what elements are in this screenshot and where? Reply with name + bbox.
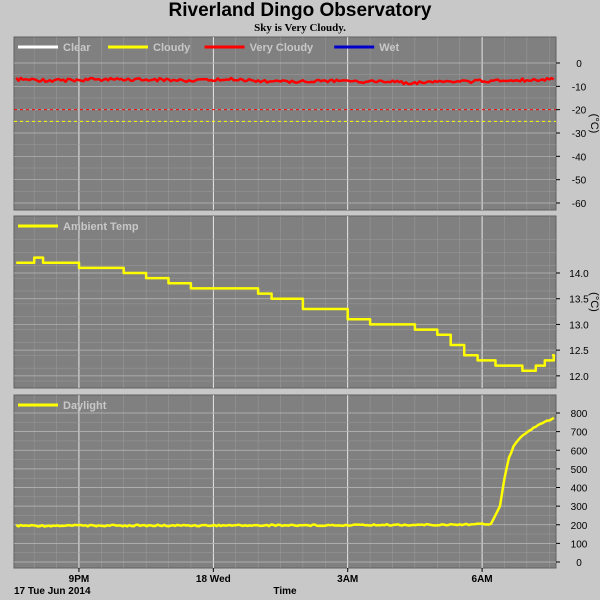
- y-tick-label: -30: [572, 129, 587, 140]
- legend-label: Daylight: [63, 400, 107, 412]
- chart-title: Riverland Dingo Observatory: [168, 0, 432, 21]
- legend-label: Clear: [63, 42, 91, 54]
- y-tick-label: -50: [572, 176, 587, 187]
- plot-area: [13, 215, 557, 389]
- y-tick-label: 800: [571, 409, 588, 420]
- y-tick-label: -60: [572, 199, 587, 210]
- y-tick-label: -10: [572, 82, 587, 93]
- x-tick-label: 18 Wed: [196, 574, 231, 585]
- y-tick-label: 400: [571, 484, 588, 495]
- date-label: 17 Tue Jun 2014: [14, 586, 91, 597]
- y-tick-label: 0: [576, 558, 582, 569]
- y-tick-label: 300: [571, 502, 588, 513]
- y-tick-label: 0: [576, 59, 582, 70]
- x-tick-label: 3AM: [337, 574, 358, 585]
- y-axis-label: (°C): [588, 114, 600, 134]
- y-tick-label: 200: [571, 521, 588, 532]
- ambient-temperature-panel: 12.0 12.5 13.0 13.5 14.0 Ambient Temp (°C): [13, 215, 600, 389]
- y-tick-label: -20: [572, 106, 587, 117]
- series-line: [16, 256, 556, 372]
- legend-label: Very Cloudy: [250, 42, 314, 54]
- sky-status-subtitle: Sky is Very Cloudy.: [254, 22, 346, 34]
- y-tick-label: 12.0: [569, 372, 589, 383]
- y-tick-label: -40: [572, 152, 587, 163]
- legend-label: Ambient Temp: [63, 221, 139, 233]
- daylight-panel: 0 100 200 300 400 500 600 700 800 Daylight: [13, 394, 588, 569]
- plot-area: [13, 36, 557, 211]
- y-tick-label: 13.0: [569, 320, 589, 331]
- series-line: [15, 416, 555, 528]
- x-tick-label: 6AM: [472, 574, 493, 585]
- x-axis-label: Time: [273, 586, 297, 597]
- time-axis: 9PM 18 Wed 3AM 6AM 17 Tue Jun 2014 Time: [14, 568, 493, 597]
- y-tick-label: 100: [571, 539, 588, 550]
- y-tick-label: 13.5: [569, 295, 589, 306]
- plot-area: [13, 394, 557, 569]
- sky-temperature-panel: 0 -10 -20 -30 -40 -50 -60 Clear Cloudy Very Cloud…: [13, 36, 600, 211]
- y-tick-label: 600: [571, 446, 588, 457]
- y-tick-label: 500: [571, 465, 588, 476]
- legend-label: Cloudy: [153, 42, 191, 54]
- x-tick-label: 9PM: [69, 574, 90, 585]
- legend-label: Wet: [379, 42, 399, 54]
- y-tick-label: 700: [571, 428, 588, 439]
- y-axis-label: (°C): [588, 292, 600, 312]
- y-tick-label: 12.5: [569, 346, 589, 357]
- series-line: [15, 76, 555, 86]
- y-tick-label: 14.0: [569, 269, 589, 280]
